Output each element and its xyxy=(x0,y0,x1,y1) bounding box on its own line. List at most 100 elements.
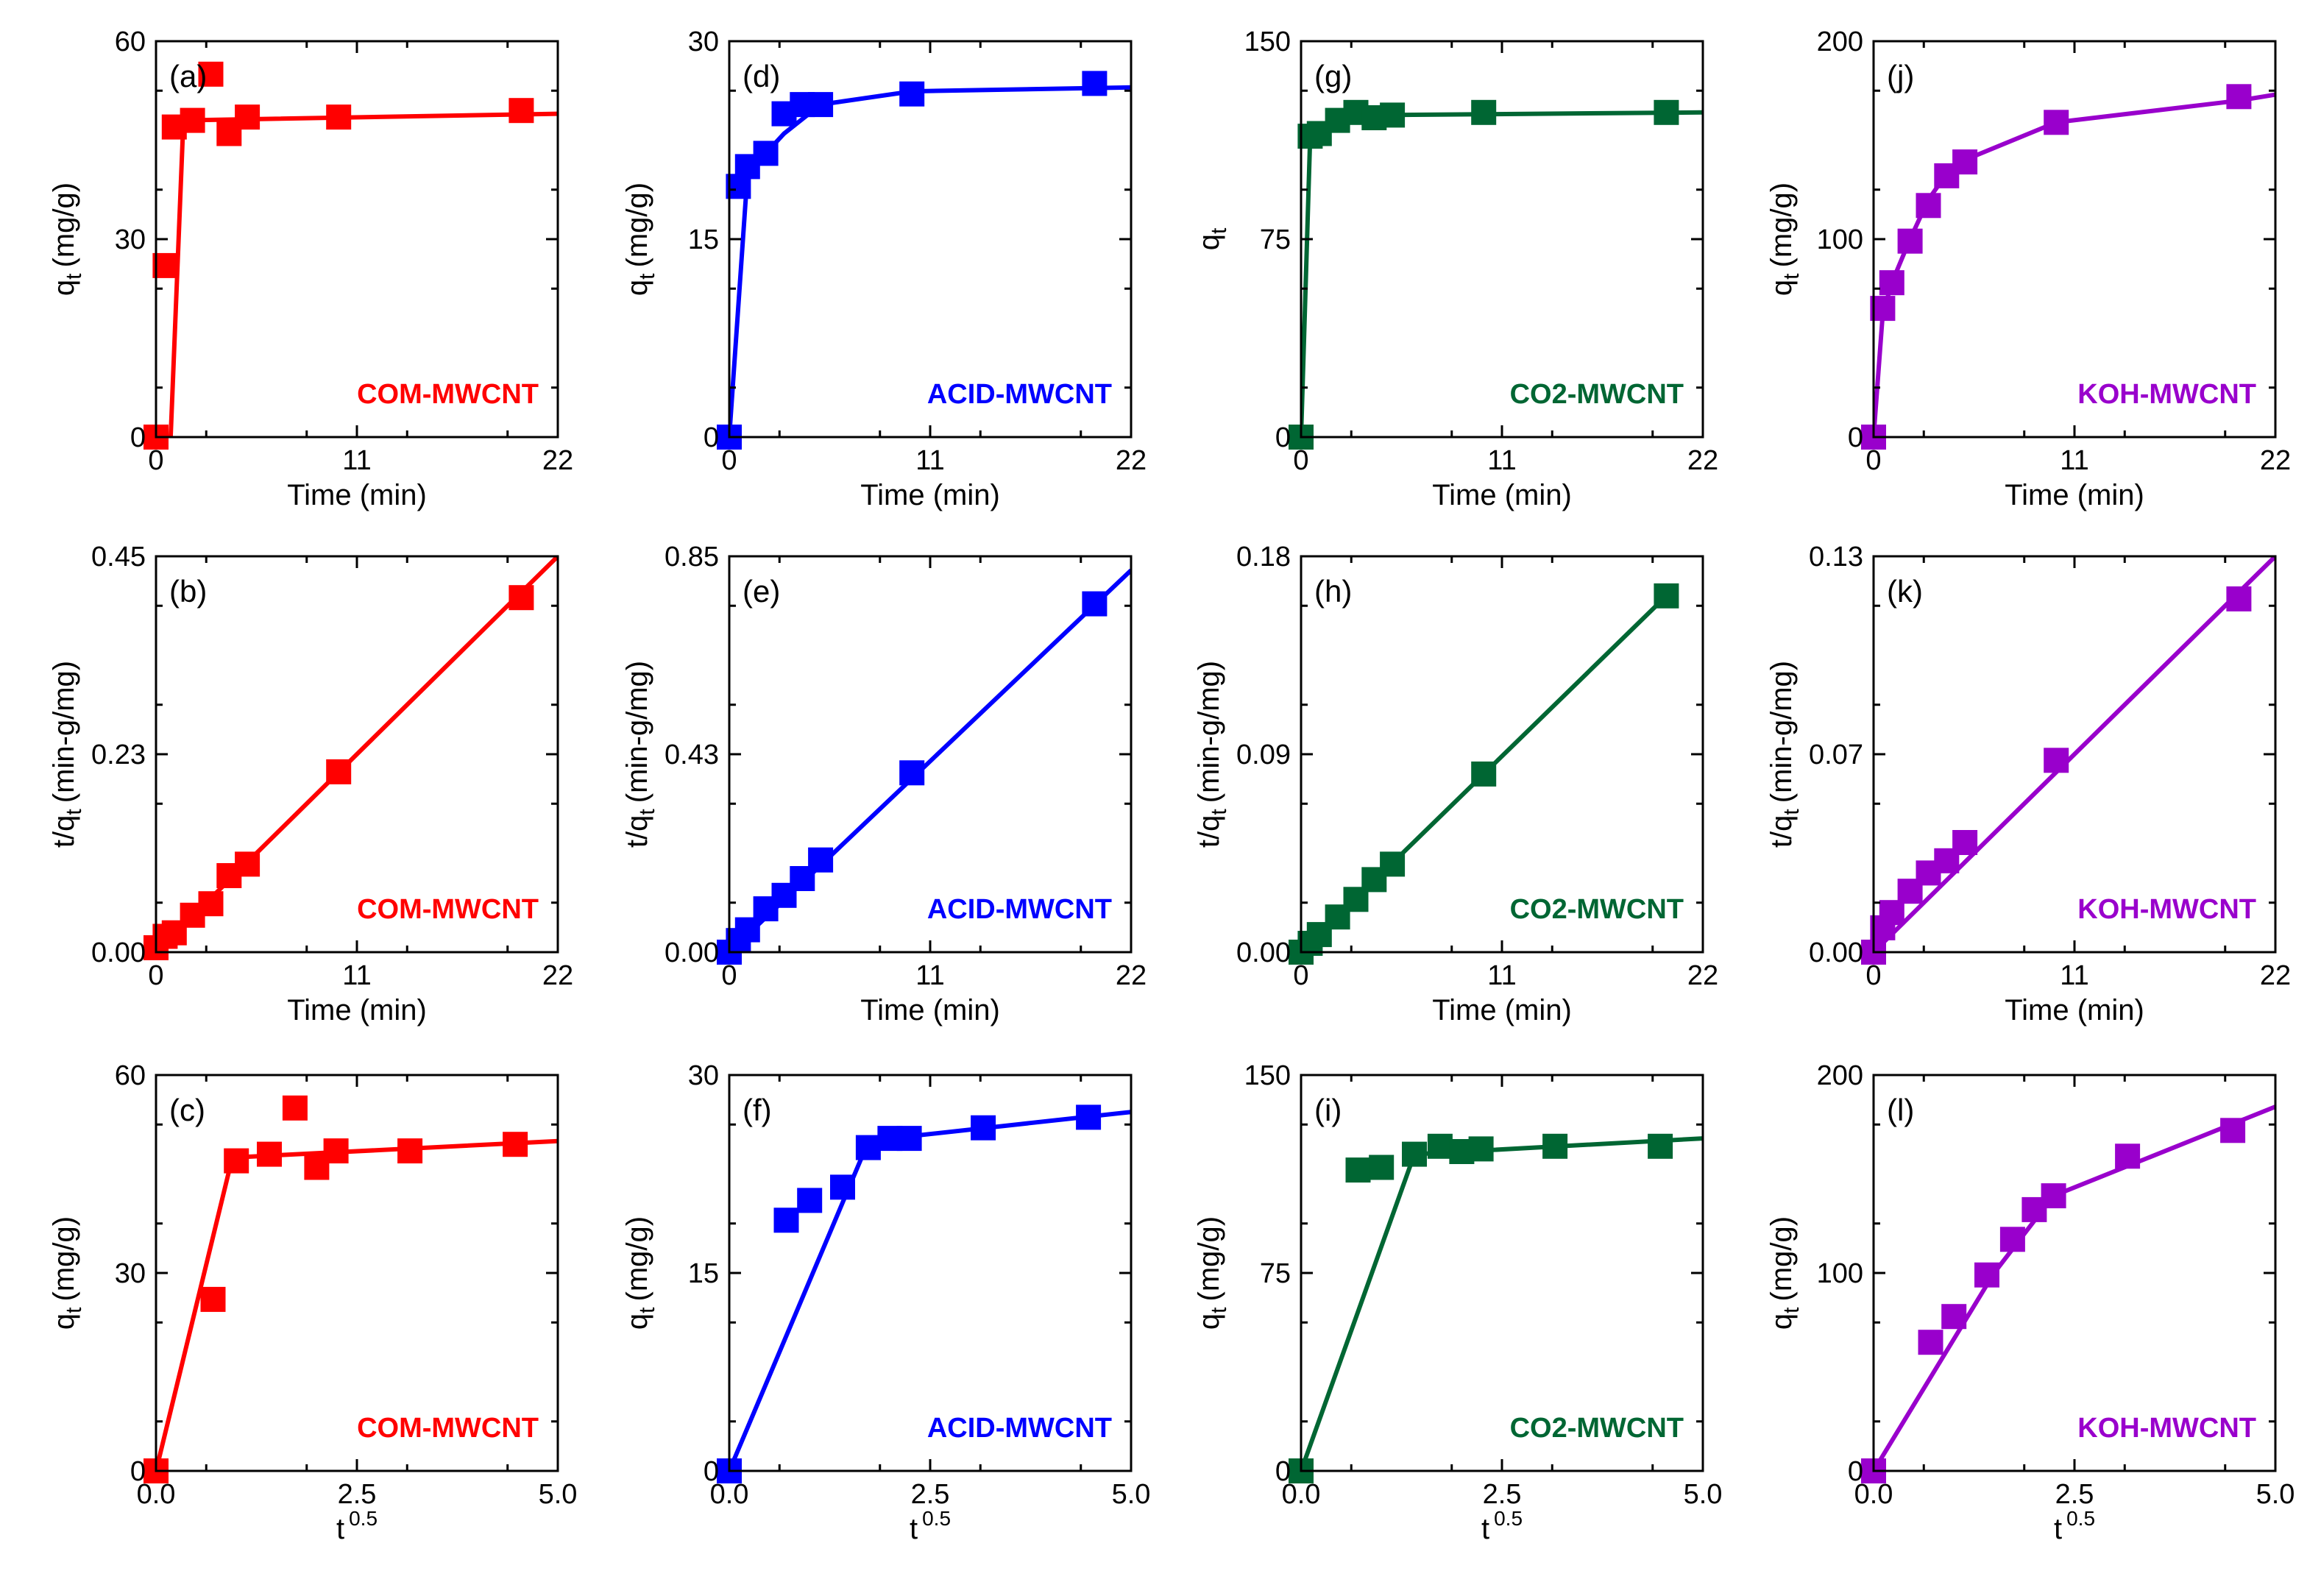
panel-label: (d) xyxy=(743,59,780,93)
x-tick-label: 22 xyxy=(1687,445,1718,476)
x-axis-label: Time (min) xyxy=(287,994,427,1026)
data-point xyxy=(326,759,352,784)
x-tick-label: 11 xyxy=(2060,960,2088,991)
x-tick-label: 11 xyxy=(1487,960,1516,991)
data-point xyxy=(734,917,760,943)
data-point xyxy=(235,104,261,130)
data-point xyxy=(2220,1118,2246,1143)
x-tick-label: 11 xyxy=(1487,445,1516,476)
y-axis-label: t/qt(min-g/mg) xyxy=(1193,661,1231,848)
x-tick-label: 0 xyxy=(1865,960,1881,991)
data-point xyxy=(1952,149,1978,175)
data-point xyxy=(2044,748,2069,773)
data-point xyxy=(1380,102,1406,128)
y-tick-label: 0.00 xyxy=(665,937,719,968)
x-tick-label: 2.5 xyxy=(2055,1479,2094,1510)
data-point xyxy=(1879,900,1904,926)
data-point xyxy=(1974,1262,1999,1288)
x-tick-label: 0 xyxy=(148,960,163,991)
data-point xyxy=(1648,1133,1673,1159)
data-point xyxy=(1380,851,1406,877)
series-label: KOH-MWCNT xyxy=(2077,1413,2256,1444)
x-tick-label: 0.0 xyxy=(1282,1479,1321,1510)
data-point xyxy=(1941,1304,1967,1330)
data-point xyxy=(808,92,834,118)
y-tick-label: 0.23 xyxy=(91,740,146,770)
data-point xyxy=(509,585,534,611)
x-tick-label: 0.0 xyxy=(137,1479,176,1510)
x-tick-label: 22 xyxy=(542,445,573,476)
series-label: ACID-MWCNT xyxy=(927,379,1112,410)
y-axis-label: qt(mg/g) xyxy=(1765,1216,1804,1330)
y-tick-label: 75 xyxy=(1260,224,1291,255)
x-axis-label: Time (min) xyxy=(1432,994,1572,1026)
data-point xyxy=(326,104,352,130)
x-axis-label: Time (min) xyxy=(2005,479,2144,511)
x-tick-label: 0 xyxy=(148,445,163,476)
x-axis-label: t 0.5 xyxy=(2054,1507,2095,1545)
series-label: CO2-MWCNT xyxy=(1510,894,1684,925)
x-tick-label: 2.5 xyxy=(338,1479,377,1510)
data-point xyxy=(855,1135,881,1160)
plot-frame xyxy=(155,1074,559,1472)
panel-label: (l) xyxy=(1887,1093,1914,1127)
panel-f: 0.0 2.5 5.0 0 15 30 t 0.5 qt(mg/g) (f) ACID-MWCNT xyxy=(621,1060,1150,1545)
data-point xyxy=(2226,586,2252,611)
y-tick-label: 100 xyxy=(1817,224,1863,255)
y-tick-label: 0.00 xyxy=(1809,937,1863,968)
y-axis-label: t/qt(min-g/mg) xyxy=(48,661,86,848)
y-tick-label: 150 xyxy=(1244,1060,1291,1091)
y-tick-label: 0.45 xyxy=(91,542,146,572)
y-axis-label: qt(mg/g) xyxy=(621,182,659,296)
y-tick-label: 200 xyxy=(1817,26,1863,57)
data-point xyxy=(1082,591,1108,617)
fit-line xyxy=(156,111,558,437)
series-label: ACID-MWCNT xyxy=(927,1413,1112,1444)
panel-label: (h) xyxy=(1314,574,1352,609)
data-point xyxy=(896,1126,922,1152)
series-label: COM-MWCNT xyxy=(357,379,539,410)
y-tick-label: 0 xyxy=(130,1456,146,1487)
panel-label: (k) xyxy=(1887,574,1923,609)
data-point xyxy=(1471,761,1497,787)
data-point xyxy=(1082,71,1108,96)
panel-label: (g) xyxy=(1314,59,1352,93)
data-point xyxy=(503,1132,528,1157)
data-point xyxy=(509,98,534,124)
x-tick-label: 5.0 xyxy=(539,1479,578,1510)
data-point xyxy=(899,81,925,107)
y-tick-label: 0.43 xyxy=(665,740,719,770)
y-tick-label: 60 xyxy=(115,1060,146,1091)
data-point xyxy=(808,847,834,873)
data-point xyxy=(1468,1136,1494,1162)
series-label: COM-MWCNT xyxy=(357,894,539,925)
data-point xyxy=(323,1138,349,1164)
x-tick-label: 11 xyxy=(915,960,944,991)
panel-g: 0 11 22 0 75 150 Time (min) qt (g) CO2-MWCNT xyxy=(1193,26,1718,511)
data-point xyxy=(899,760,925,786)
y-axis-label: qt(mg/g) xyxy=(1765,182,1804,296)
y-tick-label: 0 xyxy=(130,422,146,453)
x-tick-label: 5.0 xyxy=(1112,1479,1151,1510)
data-point xyxy=(830,1174,855,1200)
x-tick-label: 2.5 xyxy=(1483,1479,1522,1510)
data-point xyxy=(1897,228,1923,254)
x-tick-label: 0.0 xyxy=(1854,1479,1893,1510)
data-point xyxy=(397,1138,423,1164)
x-axis-label: t 0.5 xyxy=(910,1507,951,1545)
series-label: CO2-MWCNT xyxy=(1510,379,1684,410)
data-point xyxy=(1654,99,1679,125)
y-tick-label: 0 xyxy=(1848,1456,1863,1487)
data-point xyxy=(971,1115,996,1141)
y-tick-label: 200 xyxy=(1817,1060,1863,1091)
data-point xyxy=(1402,1141,1427,1167)
fit-line xyxy=(1874,556,2275,952)
data-point xyxy=(753,141,779,166)
x-axis-label: t 0.5 xyxy=(1481,1507,1523,1545)
y-axis-label: t/qt(min-g/mg) xyxy=(1765,661,1804,848)
y-tick-label: 0 xyxy=(1275,1456,1291,1487)
y-tick-label: 0.18 xyxy=(1236,542,1291,572)
x-tick-label: 11 xyxy=(2060,445,2088,476)
panel-label: (e) xyxy=(743,574,780,609)
data-point xyxy=(2044,110,2069,135)
